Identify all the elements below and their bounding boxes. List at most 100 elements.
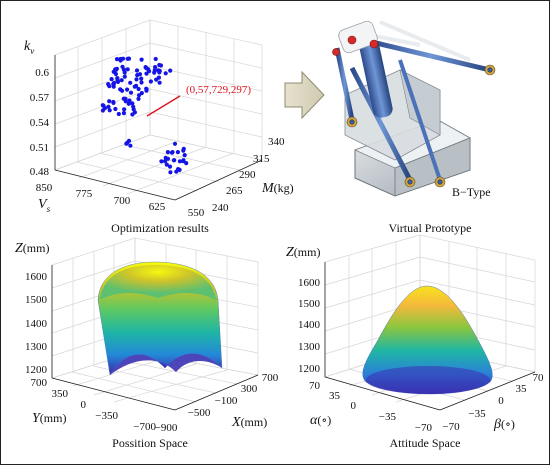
scatter-point bbox=[153, 65, 158, 70]
alpha-tick-label: 0 bbox=[351, 400, 357, 412]
scatter-point bbox=[115, 78, 120, 83]
scatter-point bbox=[113, 71, 118, 77]
opt-x-ticks: 850 775 700 625 550 bbox=[36, 182, 205, 219]
beta-tick-label: 0 bbox=[498, 395, 504, 407]
opt-z-axis-label: kv bbox=[24, 39, 34, 56]
scatter-point bbox=[139, 80, 144, 85]
attitude-space-plot: 1600 1500 1400 1300 1200 70 35 0 −35 −70… bbox=[286, 234, 545, 434]
y-tick-label: 290 bbox=[239, 169, 256, 181]
scatter-point bbox=[144, 71, 149, 76]
scatter-point bbox=[157, 62, 162, 68]
scatter-point bbox=[128, 90, 134, 95]
y-tick-label: 340 bbox=[268, 136, 285, 148]
scatter-point bbox=[131, 104, 136, 109]
z-tick-label: 0.48 bbox=[30, 166, 50, 178]
scatter-point bbox=[122, 107, 127, 112]
pos-x-axis-label: X(mm) bbox=[231, 415, 267, 430]
y-tick-label: −700 bbox=[133, 421, 156, 433]
scatter-point bbox=[177, 159, 182, 164]
scatter-point bbox=[139, 91, 144, 96]
scatter-point bbox=[156, 68, 161, 73]
x-tick-label: 300 bbox=[241, 383, 258, 395]
x-tick-label: 775 bbox=[76, 188, 93, 200]
scatter-point bbox=[130, 112, 135, 117]
scatter-point bbox=[128, 80, 133, 85]
scatter-point bbox=[177, 167, 182, 172]
scatter-point bbox=[119, 78, 124, 83]
scatter-point bbox=[107, 99, 112, 104]
pos-x-ticks: −900 −500 −100 300 700 bbox=[155, 372, 279, 434]
opt-z-ticks: 0.6 0.57 0.54 0.51 0.48 bbox=[30, 67, 50, 178]
scatter-point bbox=[152, 70, 157, 75]
scatter-point bbox=[144, 88, 149, 93]
z-tick-label: 1300 bbox=[25, 341, 48, 353]
scatter-point bbox=[174, 169, 179, 174]
pos-z-ticks: 1600 1500 1400 1300 1200 bbox=[25, 271, 48, 376]
z-tick-label: 1300 bbox=[298, 341, 321, 353]
scatter-point bbox=[134, 77, 139, 82]
scatter-point bbox=[136, 86, 141, 92]
scatter-point bbox=[159, 159, 164, 164]
pos-z-axis-label: Z(mm) bbox=[15, 241, 49, 256]
scatter-point bbox=[171, 158, 176, 163]
scatter-point bbox=[102, 106, 107, 111]
scatter-point bbox=[139, 57, 144, 62]
scatter-point bbox=[122, 74, 127, 79]
optimization-plot: (0,57,729,297) 0.6 0.57 0.54 0.51 0.48 8… bbox=[24, 19, 294, 219]
scatter-point bbox=[120, 88, 125, 93]
scatter-point bbox=[121, 56, 126, 61]
scatter-point bbox=[121, 111, 126, 116]
att-beta-axis-label: β(∘) bbox=[493, 417, 515, 432]
scatter-point bbox=[162, 159, 168, 164]
beta-tick-label: 35 bbox=[516, 383, 528, 395]
beta-tick-label: −70 bbox=[442, 421, 460, 433]
scatter-point bbox=[112, 80, 117, 85]
x-tick-label: 700 bbox=[114, 195, 131, 207]
scatter-point bbox=[120, 64, 125, 69]
z-tick-label: 1600 bbox=[25, 271, 48, 283]
alpha-tick-label: −35 bbox=[379, 411, 397, 423]
opt-axes bbox=[54, 55, 263, 201]
x-tick-label: −900 bbox=[155, 422, 178, 434]
x-tick-label: 550 bbox=[188, 207, 205, 219]
z-tick-label: 1200 bbox=[298, 363, 321, 375]
scatter-point bbox=[125, 56, 130, 61]
x-tick-label: 850 bbox=[36, 182, 53, 194]
scatter-point bbox=[126, 101, 131, 106]
y-tick-label: 265 bbox=[226, 185, 243, 197]
z-tick-label: 1600 bbox=[298, 277, 321, 289]
scatter-point bbox=[106, 82, 111, 87]
alpha-tick-label: 70 bbox=[309, 380, 321, 392]
z-tick-label: 1500 bbox=[25, 294, 48, 306]
att-axes bbox=[324, 262, 536, 411]
z-tick-label: 1400 bbox=[25, 318, 48, 330]
y-tick-label: 315 bbox=[253, 153, 270, 165]
z-tick-label: 1400 bbox=[298, 319, 321, 331]
y-tick-label: 350 bbox=[52, 388, 69, 400]
alpha-tick-label: 35 bbox=[329, 390, 341, 402]
scatter-point bbox=[170, 150, 175, 155]
scatter-point bbox=[181, 148, 186, 153]
scatter-point bbox=[163, 71, 168, 76]
opt-x-axis-label: Vs bbox=[38, 197, 51, 214]
pos-axes bbox=[51, 265, 259, 411]
beta-tick-label: −35 bbox=[468, 408, 486, 420]
opt-y-axis-label: M(kg) bbox=[261, 181, 294, 196]
scatter-point bbox=[182, 153, 187, 158]
scatter-point bbox=[125, 87, 130, 92]
opt-y-ticks: 340 315 290 265 240 bbox=[212, 136, 285, 214]
scatter-point bbox=[184, 161, 189, 166]
y-tick-label: 240 bbox=[212, 202, 229, 214]
x-tick-label: 700 bbox=[262, 372, 279, 384]
scatter-point bbox=[114, 57, 120, 62]
opt-grid bbox=[53, 19, 264, 201]
scatter-point bbox=[181, 158, 186, 163]
scatter-point bbox=[137, 72, 143, 77]
beta-tick-label: 70 bbox=[533, 372, 545, 384]
scatter-point bbox=[113, 106, 118, 112]
scatter-point bbox=[116, 111, 121, 117]
scatter-point bbox=[130, 101, 135, 106]
x-tick-label: −100 bbox=[215, 395, 238, 407]
scatter-point bbox=[165, 156, 171, 161]
